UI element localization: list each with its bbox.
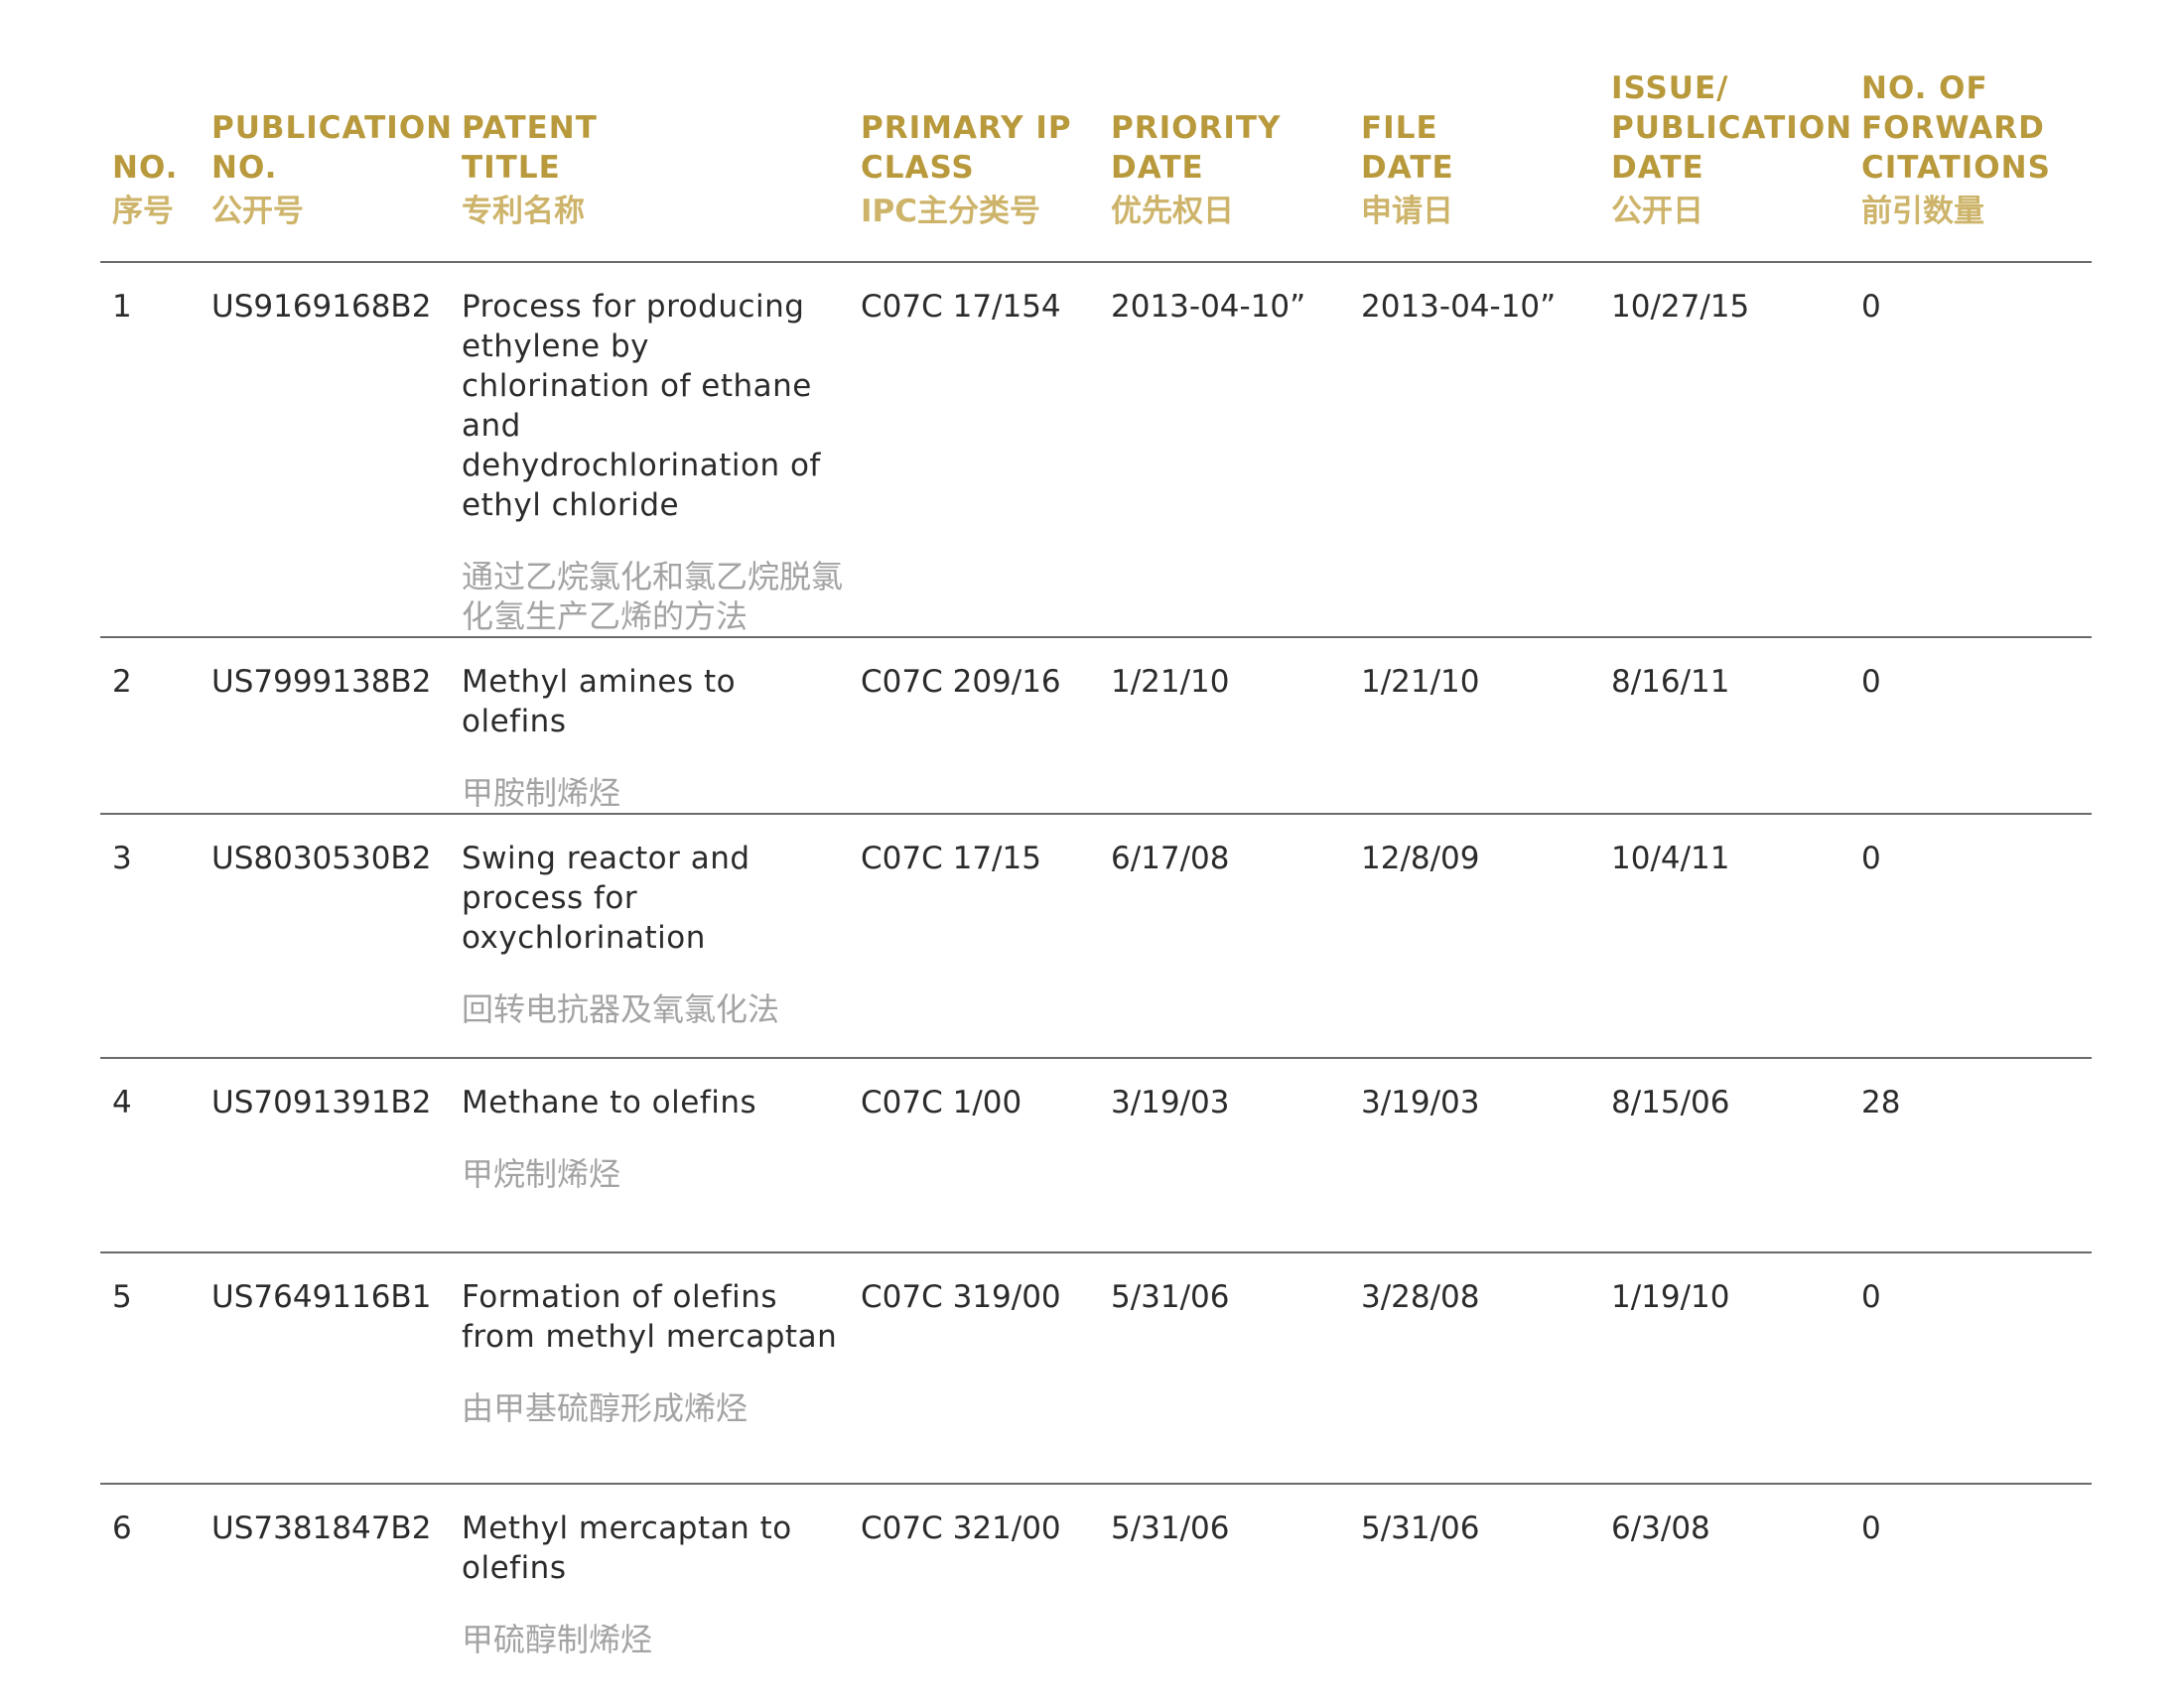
- header-issue-publication-date: ISSUE/ PUBLICATION DATE 公开日: [1599, 0, 1853, 263]
- cell-publication-no: US7091391B2: [200, 1058, 450, 1253]
- header-no-en: NO.: [112, 150, 179, 186]
- header-forward-citations-en: NO. OF FORWARD CITATIONS: [1861, 70, 2051, 186]
- table-row: 2 US7999138B2 Methyl amines to olefins 甲…: [100, 637, 2092, 815]
- header-primary-ip-class-en: PRIMARY IP CLASS: [861, 110, 1072, 186]
- cell-patent-title: Methyl mercaptan to olefins 甲硫醇制烯烃: [450, 1484, 849, 1708]
- cell-priority-date: 5/31/06: [1111, 1511, 1230, 1546]
- cell-publication-no: US8030530B2: [200, 814, 450, 1059]
- header-publication-no: PUBLICATION NO. 公开号: [200, 0, 454, 263]
- cell-priority-date: 6/17/08: [1099, 814, 1349, 1059]
- cell-priority-date: 2013-04-10”: [1099, 262, 1349, 638]
- cell-citations: 0: [1849, 1252, 2092, 1485]
- cell-citations: 0: [1849, 262, 2092, 638]
- cell-ipc-class: C07C 209/16: [849, 637, 1099, 815]
- patent-title-zh: 甲硫醇制烯烃: [462, 1621, 653, 1658]
- cell-file-date: 3/28/08: [1349, 1252, 1599, 1485]
- cell-file-date: 2013-04-10”: [1349, 262, 1599, 638]
- table-row: 6 US7381847B2 Methyl mercaptan to olefin…: [100, 1484, 2092, 1708]
- header-file-date: FILE DATE 申请日: [1349, 0, 1599, 263]
- cell-issue-date: 8/16/11: [1599, 637, 1849, 815]
- header-primary-ip-class: PRIMARY IP CLASS IPC主分类号: [849, 0, 1099, 263]
- header-no: NO. 序号: [100, 0, 200, 263]
- header-file-date-en: FILE DATE: [1361, 110, 1454, 186]
- table-row: 3 US8030530B2 Swing reactor and process …: [100, 814, 2092, 1059]
- patent-title-zh: 通过乙烷氯化和氯乙烷脱氯化氢生产乙烯的方法: [462, 558, 844, 635]
- cell-no: 6: [112, 1511, 132, 1546]
- header-forward-citations: NO. OF FORWARD CITATIONS 前引数量: [1849, 0, 2092, 263]
- table-body: 1 US9169168B2 Process for producing ethy…: [100, 262, 2092, 1708]
- cell-citations: 0: [1849, 637, 2092, 815]
- cell-ipc-class: C07C 17/154: [849, 262, 1099, 638]
- patent-title-zh: 甲胺制烯烃: [462, 774, 621, 812]
- cell-no: 2: [100, 637, 200, 815]
- header-patent-title-en: PATENT TITLE: [462, 110, 598, 186]
- cell-ipc-class: C07C 319/00: [849, 1252, 1099, 1485]
- patent-title-en: Process for producing ethylene by chlori…: [462, 289, 821, 523]
- patent-title-en: Methyl amines to olefins: [462, 664, 737, 739]
- header-publication-no-en: PUBLICATION NO.: [211, 110, 454, 186]
- header-priority-date-en: PRIORITY DATE: [1111, 110, 1282, 186]
- cell-issue-date: 6/3/08: [1611, 1511, 1710, 1546]
- header-issue-publication-date-en: ISSUE/ PUBLICATION DATE: [1611, 70, 1853, 186]
- patent-title-en: Methane to olefins: [462, 1085, 757, 1120]
- cell-publication-no: US9169168B2: [200, 262, 450, 638]
- patent-title-en: Methyl mercaptan to olefins: [462, 1511, 792, 1586]
- cell-no: 5: [100, 1252, 200, 1485]
- header-no-zh: 序号: [112, 194, 174, 229]
- cell-patent-title: Swing reactor and process for oxychlorin…: [450, 814, 849, 1059]
- header-patent-title: PATENT TITLE 专利名称: [450, 0, 849, 263]
- cell-file-date: 12/8/09: [1349, 814, 1599, 1059]
- patent-title-en: Swing reactor and process for oxychlorin…: [462, 841, 750, 956]
- cell-file-date: 3/19/03: [1349, 1058, 1599, 1253]
- cell-ipc-class: C07C 17/15: [849, 814, 1099, 1059]
- table-row: 1 US9169168B2 Process for producing ethy…: [100, 262, 2092, 638]
- cell-issue-date: 1/19/10: [1599, 1252, 1849, 1485]
- cell-issue-date: 8/15/06: [1599, 1058, 1849, 1253]
- cell-file-date: 1/21/10: [1349, 637, 1599, 815]
- patent-title-zh: 甲烷制烯烃: [462, 1155, 621, 1193]
- cell-no: 1: [100, 262, 200, 638]
- patent-table: NO. 序号 PUBLICATION NO. 公开号 PATENT TITLE …: [100, 0, 2092, 1708]
- cell-issue-date: 10/27/15: [1599, 262, 1849, 638]
- cell-citations: 28: [1849, 1058, 2092, 1253]
- header-issue-publication-date-zh: 公开日: [1611, 194, 1703, 229]
- cell-patent-title: Methane to olefins 甲烷制烯烃: [450, 1058, 849, 1253]
- cell-citations: 0: [1861, 1511, 1881, 1546]
- table-header: NO. 序号 PUBLICATION NO. 公开号 PATENT TITLE …: [100, 0, 2092, 263]
- header-forward-citations-zh: 前引数量: [1861, 194, 1984, 229]
- header-file-date-zh: 申请日: [1361, 194, 1453, 229]
- header-primary-ip-class-zh: IPC主分类号: [861, 194, 1041, 229]
- cell-file-date: 5/31/06: [1361, 1511, 1480, 1546]
- patent-title-en: Formation of olefins from methyl mercapt…: [462, 1279, 838, 1355]
- cell-no: 3: [100, 814, 200, 1059]
- cell-ipc-class: C07C 1/00: [849, 1058, 1099, 1253]
- table-row: 5 US7649116B1 Formation of olefins from …: [100, 1252, 2092, 1485]
- patent-title-zh: 回转电抗器及氧氯化法: [462, 990, 780, 1028]
- patent-title-zh: 由甲基硫醇形成烯烃: [462, 1389, 748, 1427]
- cell-priority-date: 5/31/06: [1099, 1252, 1349, 1485]
- cell-priority-date: 1/21/10: [1099, 637, 1349, 815]
- header-patent-title-zh: 专利名称: [462, 194, 585, 229]
- cell-ipc-class: C07C 321/00: [861, 1511, 1061, 1546]
- cell-patent-title: Process for producing ethylene by chlori…: [450, 262, 849, 638]
- cell-issue-date: 10/4/11: [1599, 814, 1849, 1059]
- cell-priority-date: 3/19/03: [1099, 1058, 1349, 1253]
- header-priority-date-zh: 优先权日: [1111, 194, 1234, 229]
- cell-publication-no: US7649116B1: [200, 1252, 450, 1485]
- cell-no: 4: [100, 1058, 200, 1253]
- cell-citations: 0: [1849, 814, 2092, 1059]
- header-publication-no-zh: 公开号: [211, 194, 304, 229]
- patent-table-page: NO. 序号 PUBLICATION NO. 公开号 PATENT TITLE …: [100, 0, 2092, 1667]
- table-row: 4 US7091391B2 Methane to olefins 甲烷制烯烃 C…: [100, 1058, 2092, 1253]
- header-priority-date: PRIORITY DATE 优先权日: [1099, 0, 1349, 263]
- cell-patent-title: Methyl amines to olefins 甲胺制烯烃: [450, 637, 849, 815]
- cell-publication-no: US7999138B2: [200, 637, 450, 815]
- header-row: NO. 序号 PUBLICATION NO. 公开号 PATENT TITLE …: [100, 0, 2092, 263]
- cell-patent-title: Formation of olefins from methyl mercapt…: [450, 1252, 849, 1485]
- cell-publication-no: US7381847B2: [211, 1511, 432, 1546]
